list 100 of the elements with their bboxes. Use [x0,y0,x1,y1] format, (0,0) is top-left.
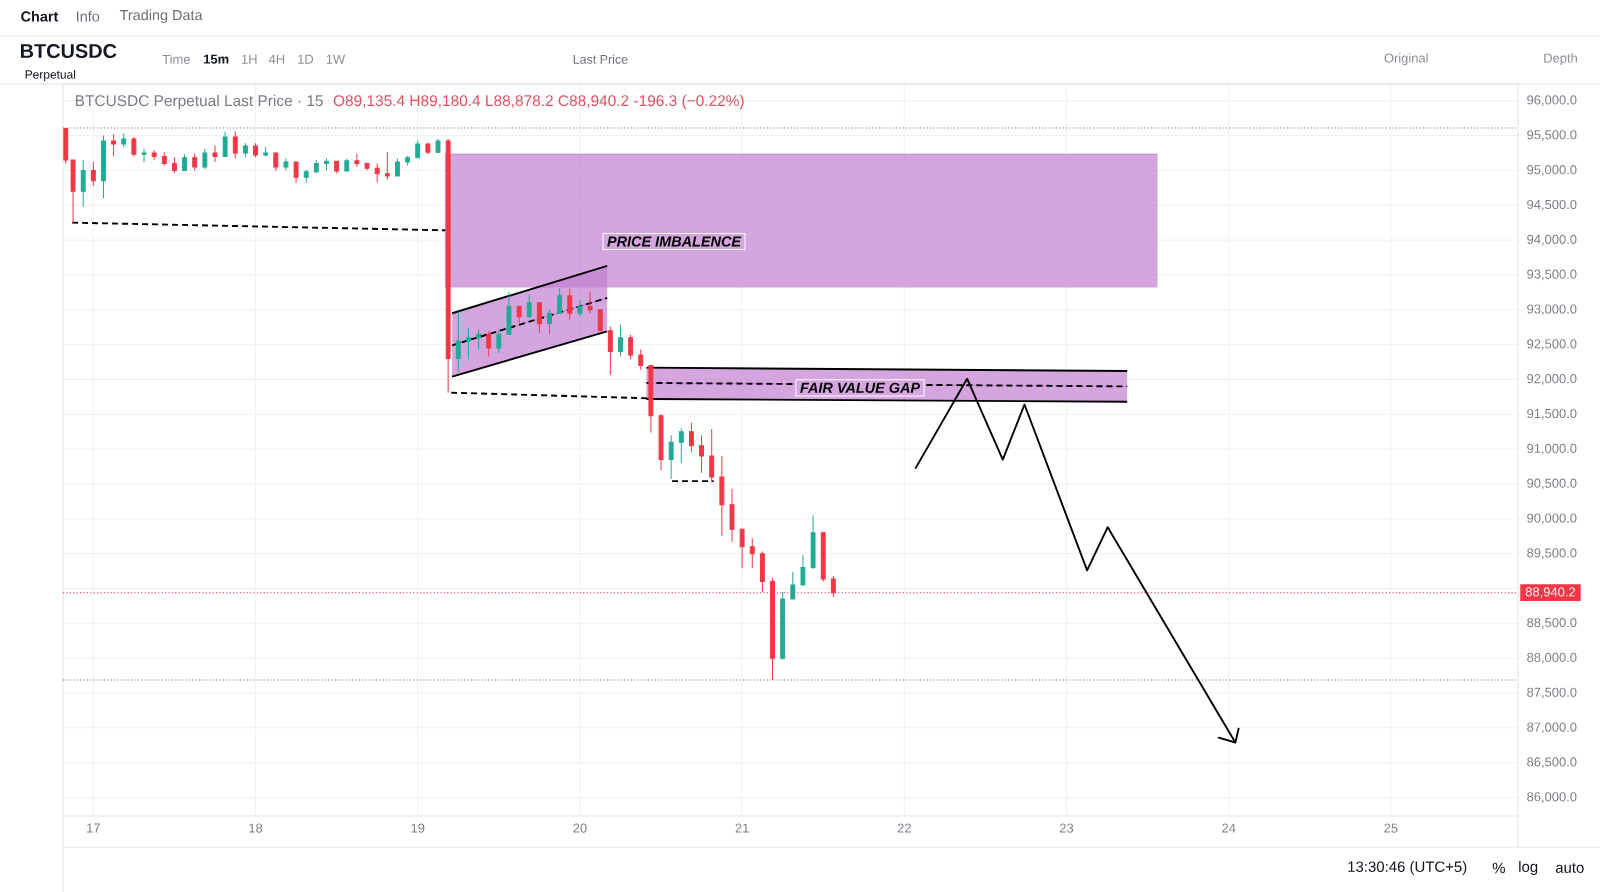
candlestick [709,428,715,484]
text: 13:30:46 (UTC+5) [1348,861,1467,875]
candlestick [516,305,522,324]
candlestick [790,571,796,600]
y-tick-label: 88,000.0 [1527,652,1577,664]
y-tick-label: 88,500.0 [1527,617,1577,629]
candlestick [425,142,431,155]
candlestick [536,302,542,334]
candlestick [455,310,461,373]
candlestick [678,427,684,464]
text: % [1492,862,1505,874]
annotation: FAIR VALUE GAP [800,382,921,393]
text: 1H [241,54,257,64]
x-tick-label: 17 [87,823,100,833]
candlestick [526,294,532,319]
text: Time [162,54,190,64]
candlestick [486,330,492,357]
candlestick [780,591,786,661]
candlestick [212,144,218,163]
annotation: PRICE IMBALENCE [607,236,742,247]
candlestick [253,142,258,158]
candlestick [567,288,573,321]
candlestick [800,554,806,586]
text: Last Price [573,54,628,64]
y-tick-label: 91,500.0 [1527,408,1577,420]
candlestick [759,551,765,593]
ref-line-label: 88,940.2 [1525,587,1576,598]
text: Info [77,10,100,22]
candlestick [587,291,593,314]
candlestick [607,325,613,376]
candlestick [242,142,248,158]
text: auto [1555,863,1584,873]
text: Depth [1544,53,1577,66]
candlestick [628,334,634,360]
y-tick-label: 92,500.0 [1527,339,1577,350]
candlestick [699,434,705,474]
text: 1D [298,54,314,64]
candlestick [131,136,137,157]
candlestick [395,158,400,177]
candlestick [63,127,69,164]
candlestick [729,488,735,543]
candlestick [658,413,664,471]
candlestick [374,162,380,183]
candlestick [415,139,421,159]
candlestick [648,365,654,433]
candlestick [719,455,725,537]
y-tick-label: 96,000.0 [1527,95,1577,107]
text: 1W [326,54,346,64]
y-tick-label: 87,000.0 [1527,722,1577,734]
y-tick-label: 86,000.0 [1527,792,1577,803]
candlestick [506,291,512,336]
candlestick [192,153,198,171]
text: 15m [204,54,229,64]
y-tick-label: 95,000.0 [1527,165,1577,176]
candlestick [334,160,340,174]
candlestick [668,434,674,480]
candlestick [476,328,481,350]
candlestick [161,151,167,167]
candlestick [638,348,644,371]
text: Chart [21,10,59,22]
candlestick [354,153,360,168]
y-tick-label: 94,500.0 [1527,199,1577,211]
x-tick-label: 24 [1222,823,1236,833]
x-tick-label: 20 [573,823,587,833]
candlestick [465,327,471,360]
candlestick [547,309,552,336]
candlestick [303,169,309,184]
candlestick [171,156,177,174]
candlestick [597,309,603,332]
candlestick [202,148,208,170]
candlestick [435,138,441,154]
y-tick-label: 92,000.0 [1527,374,1577,385]
candlestick [313,159,319,174]
text: Trading Data [119,9,203,24]
candlestick [557,287,563,314]
y-tick-label: 93,500.0 [1527,269,1577,281]
text: O89,135.4 H89,180.4 L88,878.2 C88,940.2 -196.3 (−0.22%) [333,94,744,110]
candlestick [283,158,289,171]
candlestick [232,130,238,160]
x-tick-label: 18 [249,823,263,833]
y-tick-label: 89,500.0 [1527,548,1577,559]
candlestick [820,532,826,583]
candlestick [384,151,390,180]
candlestick [273,151,279,172]
candlestick [496,328,502,354]
candlestick [688,422,694,454]
candlestick [618,323,623,357]
candlestick [739,528,745,569]
x-tick-label: 25 [1384,823,1398,833]
candlestick [121,132,127,148]
candlestick [70,159,76,224]
candlestick [810,514,816,570]
text: Original [1384,53,1428,66]
y-tick-label: 87,500.0 [1527,687,1577,699]
candlestick [182,153,188,171]
x-tick-label: 23 [1059,823,1074,833]
text: BTCUSDC Perpetual Last Price · 15 [75,94,323,110]
x-tick-label: 21 [735,823,749,833]
x-tick-label: 22 [897,823,911,833]
candlestick [222,131,228,157]
